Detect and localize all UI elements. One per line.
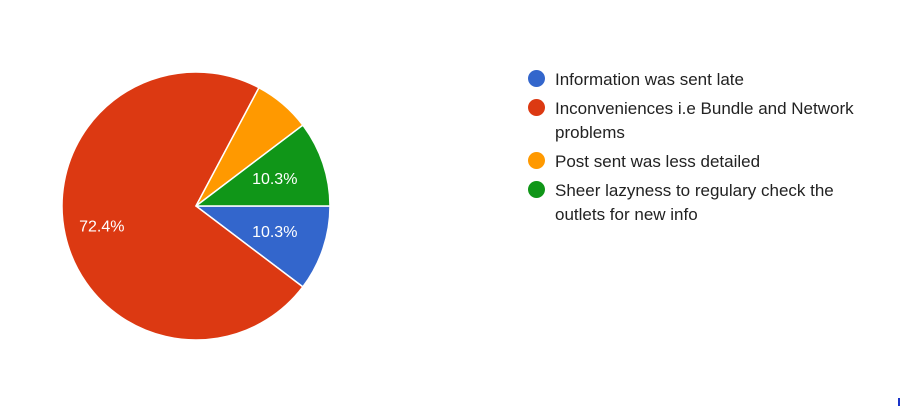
pie-slice-1: [61, 71, 304, 341]
pie-slice-0: [195, 205, 331, 288]
chart-legend: Information was sent late Inconveniences …: [528, 68, 888, 232]
pie-slice-label-3: 10.3%: [252, 171, 297, 188]
legend-swatch-3: [528, 181, 545, 198]
pie-slice-labels: 10.3% 72.4% 10.3%: [79, 171, 297, 241]
legend-item-0: Information was sent late: [528, 68, 888, 92]
pie-slice-label-0: 10.3%: [252, 224, 297, 241]
pie-slice-label-1: 72.4%: [79, 218, 124, 235]
legend-label-2: Post sent was less detailed: [555, 152, 761, 171]
legend-label-0: Information was sent late: [555, 70, 744, 89]
legend-swatch-1: [528, 99, 545, 116]
legend-label-3: Sheer lazyness to regulary check the out…: [555, 181, 834, 224]
legend-label-1: Inconveniences i.e Bundle and Network pr…: [555, 99, 854, 142]
corner-marker: [898, 398, 900, 406]
legend-swatch-2: [528, 152, 545, 169]
legend-item-1: Inconveniences i.e Bundle and Network pr…: [528, 97, 888, 145]
pie-slices: [61, 71, 331, 341]
legend-item-3: Sheer lazyness to regulary check the out…: [528, 179, 888, 227]
legend-swatch-0: [528, 70, 545, 87]
pie-slice-3: [195, 124, 331, 207]
legend-item-2: Post sent was less detailed: [528, 150, 888, 174]
